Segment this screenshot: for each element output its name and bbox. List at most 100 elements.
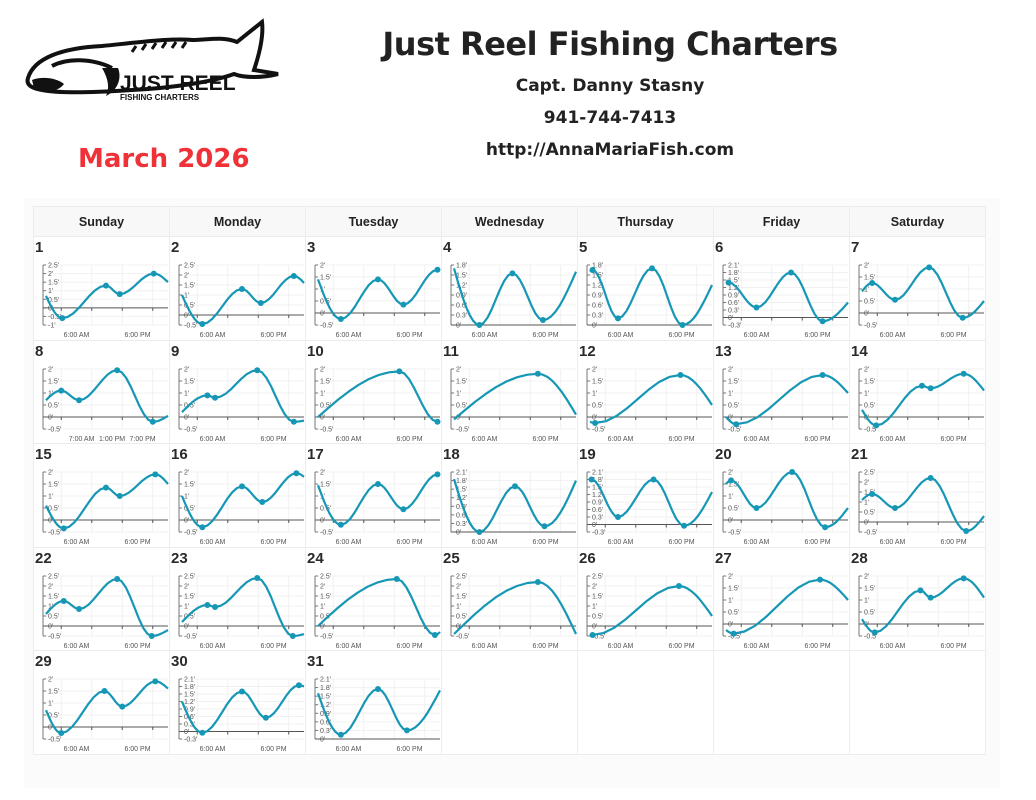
- svg-text:1.5': 1.5': [320, 482, 331, 489]
- svg-text:1': 1': [320, 390, 325, 397]
- svg-text:6:00 AM: 6:00 AM: [336, 643, 362, 650]
- svg-text:-0.5': -0.5': [728, 633, 741, 640]
- svg-text:0': 0': [456, 530, 461, 537]
- svg-text:0.5': 0.5': [320, 299, 331, 306]
- svg-text:2': 2': [592, 366, 597, 373]
- svg-text:0.6': 0.6': [456, 303, 467, 310]
- svg-text:-0.5': -0.5': [320, 633, 333, 640]
- weekday-header-wednesday: Wednesday: [442, 207, 578, 237]
- day-cell-3: 3 2' 1.5' 1' 0.5' 0' -0.5' 6:00 AM 6:00 PM: [306, 237, 442, 341]
- svg-text:6:00 AM: 6:00 AM: [200, 332, 226, 339]
- day-cell-5: 5 1.8' 1.5' 1.2' 0.9' 0.6' 0.3' 0' 6:00 AM 6:00 P…: [578, 237, 714, 341]
- svg-text:0': 0': [456, 623, 461, 630]
- svg-text:2': 2': [48, 366, 53, 373]
- svg-text:1.5': 1.5': [184, 482, 195, 489]
- day-cell-8: 8 2' 1.5' 1' 0.5' 0' -0.5' 7:00 AM 1:00 PM 7:00 P…: [34, 340, 170, 444]
- svg-text:-0.5': -0.5': [184, 323, 197, 330]
- svg-text:0.9': 0.9': [728, 293, 739, 300]
- svg-text:1.5': 1.5': [320, 275, 331, 282]
- svg-text:0.6': 0.6': [592, 303, 603, 310]
- svg-text:0.9': 0.9': [592, 293, 603, 300]
- svg-text:1.5': 1.5': [864, 275, 875, 282]
- svg-text:1': 1': [864, 287, 869, 294]
- day-cell-6: 6 2.1' 1.8' 1.5' 1.2' 0.9' 0.6' 0.3' 0' -0.3' 6:00…: [714, 237, 850, 341]
- day-number: 15: [35, 446, 52, 463]
- svg-text:1.8': 1.8': [592, 263, 603, 270]
- svg-text:0.5': 0.5': [864, 609, 875, 616]
- svg-text:0': 0': [320, 311, 325, 318]
- svg-text:0': 0': [592, 323, 597, 330]
- svg-text:1': 1': [48, 494, 53, 501]
- svg-text:0': 0': [48, 414, 53, 421]
- phone-number: 941-744-7413: [543, 108, 677, 128]
- svg-text:6:00 AM: 6:00 AM: [200, 436, 226, 443]
- svg-text:1.5': 1.5': [456, 378, 467, 385]
- svg-text:1.5': 1.5': [456, 593, 467, 600]
- svg-text:0': 0': [48, 623, 53, 630]
- svg-text:1.5': 1.5': [592, 378, 603, 385]
- weekday-header-friday: Friday: [714, 207, 850, 237]
- tide-chart: 2.5' 2' 1.5' 1' 0.5' 0' -0.5'6:00 AM 6:00 PM: [314, 573, 441, 650]
- svg-text:0': 0': [320, 737, 325, 744]
- day-number: 10: [307, 342, 324, 360]
- svg-text:0.3': 0.3': [184, 722, 195, 729]
- svg-text:-0.5': -0.5': [184, 530, 197, 537]
- tide-chart: 2.5' 2' 1.5' 1' 0.5' 0' -0.5'6:00 AM 6:00 PM: [178, 573, 305, 650]
- svg-text:-0.3': -0.3': [184, 737, 197, 744]
- svg-text:6:00 AM: 6:00 AM: [64, 643, 90, 650]
- svg-text:2': 2': [320, 366, 325, 373]
- svg-text:-0.5': -0.5': [728, 530, 741, 537]
- captain-name: Capt. Danny Stasny: [515, 76, 705, 96]
- svg-text:6:00 AM: 6:00 AM: [64, 332, 90, 339]
- day-cell-13: 13 2' 1.5' 1' 0.5' 0' -0.5' 6:00 AM 6:00 PM: [714, 340, 850, 444]
- svg-text:-0.5': -0.5': [864, 530, 877, 537]
- svg-text:6:00 AM: 6:00 AM: [200, 643, 226, 650]
- tide-chart: 2.1'1.8'1.5'1.2'0.9'0.6'0.3'0'6:00 AM 6:0…: [314, 677, 441, 753]
- svg-text:0': 0': [728, 414, 733, 421]
- svg-text:6:00 AM: 6:00 AM: [608, 436, 634, 443]
- calendar-week-row: 8 2' 1.5' 1' 0.5' 0' -0.5' 7:00 AM 1:00 PM 7:00 P…: [34, 340, 986, 444]
- svg-text:0.5': 0.5': [728, 402, 739, 409]
- svg-text:2': 2': [48, 677, 53, 684]
- svg-text:1.5': 1.5': [592, 593, 603, 600]
- svg-text:1.2': 1.2': [184, 699, 195, 706]
- svg-text:1.5': 1.5': [864, 378, 875, 385]
- svg-text:6:00 AM: 6:00 AM: [744, 539, 770, 546]
- svg-text:6:00 AM: 6:00 AM: [64, 746, 90, 753]
- svg-text:6:00 AM: 6:00 AM: [336, 746, 362, 753]
- svg-text:0.9': 0.9': [456, 504, 467, 511]
- svg-text:1.8': 1.8': [456, 263, 467, 270]
- day-number: 11: [443, 342, 459, 360]
- svg-text:6:00 PM: 6:00 PM: [396, 332, 422, 339]
- svg-text:1.2': 1.2': [592, 492, 603, 499]
- svg-text:0.5': 0.5': [864, 299, 875, 306]
- empty-day-cell: [442, 651, 578, 755]
- svg-text:0.5': 0.5': [320, 613, 331, 620]
- tide-chart: 2.5' 2' 1.5' 1' 0.5' 0' -0.5'6:00 AM 6:00 PM: [178, 263, 305, 339]
- svg-text:1.5': 1.5': [320, 694, 331, 701]
- svg-text:6:00 AM: 6:00 AM: [880, 436, 906, 443]
- tide-chart: 2.5' 2' 1.5' 1' 0.5' 0' -0.5'6:00 AM 6:00 PM: [42, 573, 169, 650]
- tide-chart: 1.8'1.5'1.2'0.9'0.6'0.3'0'6:00 AM 6:00 PM: [586, 263, 713, 339]
- tide-chart: 2' 1.5' 1' 0.5' 0' -0.5' 7:00 AM 1:00 PM 7:00 PM: [42, 366, 169, 443]
- svg-text:1': 1': [184, 494, 189, 501]
- day-cell-17: 17 2' 1.5' 1' 0.5' 0' -0.5' 6:00 AM 6:00 PM: [306, 444, 442, 548]
- day-cell-12: 12 2' 1.5' 1' 0.5' 0' -0.5' 6:00 AM 6:00 PM: [578, 340, 714, 444]
- svg-text:6:00 PM: 6:00 PM: [260, 436, 286, 443]
- day-number: 16: [171, 446, 188, 463]
- empty-day-cell: [850, 651, 986, 755]
- svg-text:0.5': 0.5': [184, 506, 195, 513]
- svg-text:-0.5': -0.5': [320, 530, 333, 537]
- svg-text:6:00 PM: 6:00 PM: [260, 643, 286, 650]
- website-link[interactable]: http://AnnaMariaFish.com: [485, 140, 735, 160]
- day-number: 2: [171, 239, 180, 256]
- svg-text:6:00 AM: 6:00 AM: [880, 539, 906, 546]
- svg-text:0': 0': [456, 323, 461, 330]
- svg-text:-0.5': -0.5': [48, 633, 61, 640]
- svg-text:1.5': 1.5': [728, 482, 739, 489]
- empty-day-cell: [578, 651, 714, 755]
- svg-text:6:00 PM: 6:00 PM: [260, 539, 286, 546]
- svg-text:0.6': 0.6': [728, 300, 739, 307]
- tide-chart: 2'1.5'1'0.5'0'-0.5'6:00 AM 6:00 PM: [178, 366, 305, 443]
- svg-text:1': 1': [456, 390, 461, 397]
